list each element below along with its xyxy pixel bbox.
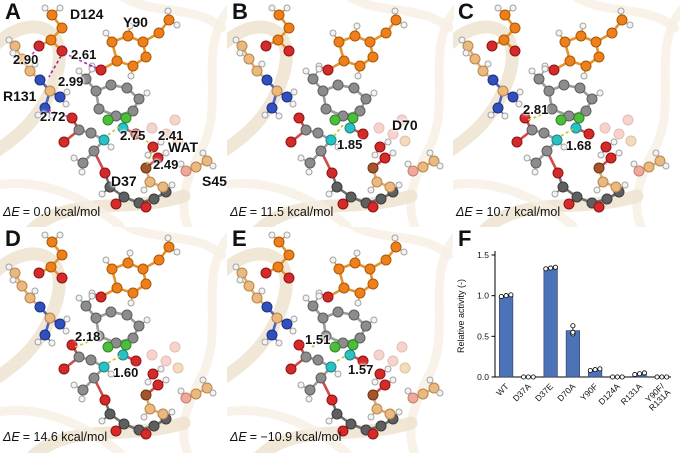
panel-letter: C	[458, 0, 474, 24]
data-point	[659, 374, 665, 380]
bar-WT	[499, 295, 514, 378]
distance-label: 1.85	[337, 137, 363, 152]
residue-label-y90: Y90	[123, 14, 148, 30]
distance-label: 1.57	[348, 362, 374, 377]
hydrogen-bond-dashes	[26, 47, 153, 166]
panel-e: E 1.51 1.57 ΔE = −10.9 kcal/mol	[227, 227, 454, 453]
energy-label: ΔE = 14.6 kcal/mol	[3, 431, 107, 444]
delta-e-symbol: ΔE	[456, 205, 473, 219]
panel-letter: F	[458, 227, 472, 251]
data-point	[610, 374, 616, 380]
delta-e-symbol: ΔE	[230, 430, 247, 444]
panel-letter: A	[5, 0, 21, 24]
data-point	[525, 374, 531, 380]
distance-label: 2.75	[120, 128, 146, 143]
molecule-scene-c	[453, 0, 680, 227]
panel-letter: D	[5, 227, 21, 251]
data-point	[664, 374, 670, 380]
delta-e-value: = 11.5 kcal/mol	[249, 205, 334, 219]
data-point	[570, 329, 576, 335]
panel-letter: B	[232, 0, 248, 24]
residue-label-wat: WAT	[168, 139, 199, 155]
data-point	[543, 266, 549, 272]
distance-label: 2.72	[40, 109, 66, 124]
distance-label: 2.99	[58, 74, 84, 89]
data-point	[619, 374, 625, 380]
residue-label-d124: D124	[70, 6, 104, 22]
x-tick-label: D37E	[533, 381, 555, 403]
molecule-scene-a	[0, 0, 227, 227]
data-point	[508, 292, 514, 298]
x-tick-label: D70A	[555, 381, 577, 403]
x-tick-label: Y90F/R131A	[641, 381, 673, 413]
bond-dashes	[311, 339, 348, 362]
data-point	[498, 293, 504, 299]
molecule-scene-e	[227, 227, 454, 453]
data-point	[570, 323, 576, 329]
delta-e-value: = −10.9 kcal/mol	[249, 430, 342, 444]
delta-e-value: = 0.0 kcal/mol	[22, 205, 101, 219]
x-tick-label: R131A	[619, 381, 645, 407]
x-tick-label: D37A	[511, 381, 533, 403]
distance-label: 2.41	[158, 128, 184, 143]
data-point	[503, 293, 509, 299]
distance-label: 1.68	[566, 138, 592, 153]
panel-c: C 2.81 1.68 ΔE = 10.7 kcal/mol	[453, 0, 680, 227]
bar-D70A	[565, 330, 580, 378]
y-tick-label: 1.5	[477, 250, 489, 260]
data-point	[548, 265, 554, 271]
data-point	[587, 367, 593, 373]
molecule-scene-b	[227, 0, 454, 227]
panel-letter: E	[232, 227, 247, 251]
delta-e-value: = 10.7 kcal/mol	[475, 205, 561, 219]
data-point	[597, 366, 603, 372]
delta-e-value: = 14.6 kcal/mol	[22, 430, 108, 444]
data-point	[614, 374, 620, 380]
bond-dashes	[527, 112, 574, 137]
y-tick-label: 0.5	[477, 331, 489, 341]
energy-label: ΔE = −10.9 kcal/mol	[230, 431, 341, 444]
distance-label: 1.60	[113, 365, 139, 380]
bond-dashes	[333, 124, 344, 137]
y-tick-label: 1.0	[477, 291, 489, 301]
delta-e-symbol: ΔE	[230, 205, 247, 219]
residue-label-d37: D37	[111, 173, 137, 189]
y-tick-label: 0.0	[477, 372, 489, 382]
data-point	[521, 374, 527, 380]
panel-b: B D70 1.85 ΔE = 11.5 kcal/mol	[227, 0, 454, 227]
delta-e-symbol: ΔE	[3, 205, 20, 219]
panel-a: A D124 Y90 R131 D37 WAT S45 2.90 2.61 2.…	[0, 0, 227, 227]
data-point	[530, 374, 536, 380]
data-point	[592, 367, 598, 373]
distance-label: 1.51	[305, 332, 331, 347]
x-tick-label: WT	[494, 381, 510, 397]
data-point	[632, 372, 638, 378]
panel-d: D 2.18 1.60 ΔE = 14.6 kcal/mol	[0, 227, 227, 453]
energy-label: ΔE = 0.0 kcal/mol	[3, 206, 100, 219]
distance-label: 2.18	[75, 329, 101, 344]
data-point	[641, 370, 647, 376]
panel-f: 0.0 0.5 1.0 1.5 Relative activity (-) WT D37A D…	[453, 227, 680, 453]
residue-label-d70: D70	[392, 117, 418, 133]
distance-label: 2.90	[13, 52, 39, 67]
data-point	[637, 371, 643, 377]
x-tick-label: D124A	[596, 381, 622, 407]
residue-label-s45: S45	[202, 173, 227, 189]
data-point	[654, 374, 660, 380]
bond-dashes	[74, 339, 121, 364]
bar-D37E	[543, 267, 558, 378]
distance-label: 2.61	[71, 47, 97, 62]
residue-label-r131: R131	[3, 88, 37, 104]
energy-label: ΔE = 10.7 kcal/mol	[456, 206, 560, 219]
data-point	[552, 264, 558, 270]
molecule-scene-d	[0, 227, 227, 453]
distance-label: 2.49	[153, 157, 179, 172]
energy-label: ΔE = 11.5 kcal/mol	[230, 206, 333, 219]
delta-e-symbol: ΔE	[3, 430, 20, 444]
y-axis-label: Relative activity (-)	[456, 279, 466, 353]
distance-label: 2.81	[523, 102, 549, 117]
